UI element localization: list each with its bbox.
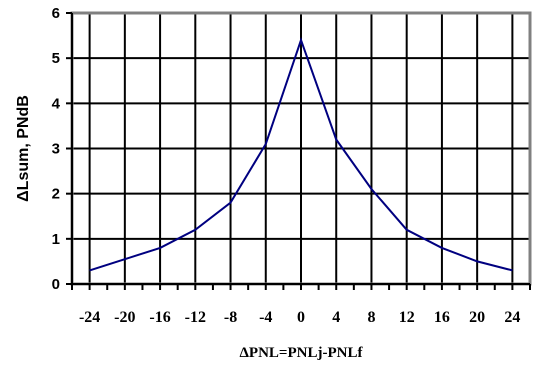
x-tick-label: -12 [185, 309, 206, 326]
y-tick-label: 1 [52, 231, 60, 248]
x-tick-label: -16 [149, 309, 170, 326]
y-tick-label: 3 [52, 141, 60, 158]
y-axis-label: ΔLsum, PNdB [15, 95, 32, 202]
y-tick-label: 6 [52, 5, 60, 22]
y-tick-label: 0 [52, 276, 60, 293]
x-tick-label: 12 [399, 309, 415, 326]
series-line [89, 37, 513, 272]
x-tick-label: -8 [224, 309, 237, 326]
y-tick-label: 4 [52, 95, 61, 112]
x-tick-label: 20 [469, 309, 485, 326]
x-tick-labels: -24 -20 -16 -12 -8 -4 0 4 8 12 16 20 24 [79, 309, 520, 326]
x-tick-label: 24 [504, 309, 520, 326]
axes [66, 12, 531, 290]
y-tick-label: 2 [52, 186, 60, 203]
x-axis-label: ΔPNL=PNLj-PNLf [240, 345, 364, 361]
x-tick-label: -24 [79, 309, 100, 326]
grid-lines [72, 12, 530, 284]
x-tick-label: -4 [259, 309, 272, 326]
y-tick-labels: 0 1 2 3 4 5 6 [52, 5, 61, 293]
x-tick-label: -20 [114, 309, 135, 326]
y-tick-label: 5 [52, 50, 60, 67]
x-tick-label: 16 [434, 309, 450, 326]
x-tick-label: 4 [332, 309, 340, 326]
x-tick-label: 8 [367, 309, 375, 326]
x-tick-label: 0 [297, 309, 305, 326]
